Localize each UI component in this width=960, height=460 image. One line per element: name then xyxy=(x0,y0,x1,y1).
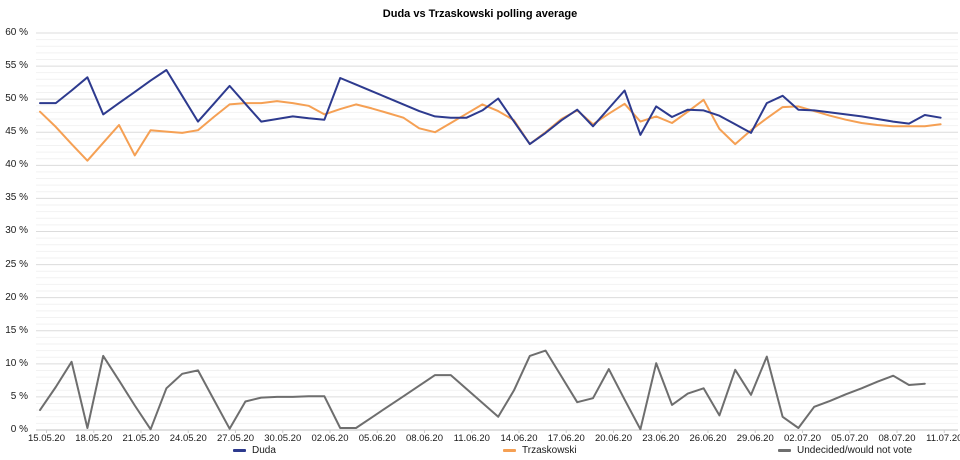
y-axis-label: 10 % xyxy=(5,357,28,369)
x-axis-label: 23.06.20 xyxy=(642,433,680,444)
x-axis-label: 11.06.20 xyxy=(453,433,490,444)
y-axis-label: 15 % xyxy=(5,324,28,336)
x-axis-label: 08.06.20 xyxy=(406,433,443,444)
y-axis-label: 25 % xyxy=(5,258,28,270)
x-axis-label: 21.05.20 xyxy=(122,433,160,444)
y-axis-label: 50 % xyxy=(5,93,28,105)
legend-item-undecided-would-not-vote: Undecided/would not vote xyxy=(778,445,912,456)
series-line-undecided-would-not-vote xyxy=(39,349,926,431)
legend-dash-icon xyxy=(233,449,246,452)
x-axis-label: 14.06.20 xyxy=(500,433,538,444)
legend-item-trzaskowski: Trzaskowski xyxy=(503,445,577,456)
x-axis-label: 15.05.20 xyxy=(28,433,65,444)
legend-label: Undecided/would not vote xyxy=(797,445,913,456)
legend-item-duda: Duda xyxy=(233,445,276,456)
x-axis-label: 08.07.20 xyxy=(878,433,916,444)
x-axis-label: 24.05.20 xyxy=(169,433,207,444)
y-axis-label: 5 % xyxy=(10,390,28,402)
y-axis-label: 60 % xyxy=(5,26,28,38)
y-axis-label: 40 % xyxy=(5,159,28,171)
x-axis-label: 05.06.20 xyxy=(358,433,396,444)
legend-dash-icon xyxy=(503,449,516,452)
x-axis-label: 20.06.20 xyxy=(595,433,632,444)
legend-label: Trzaskowski xyxy=(522,445,577,456)
legend-label: Duda xyxy=(252,445,276,456)
y-axis-label: 20 % xyxy=(5,291,28,303)
series-line-duda xyxy=(39,69,942,146)
series-line-trzaskowski xyxy=(39,98,942,162)
x-axis-label: 11.07.20 xyxy=(926,433,960,444)
legend-dash-icon xyxy=(778,449,791,452)
x-axis-label: 02.06.20 xyxy=(311,433,349,444)
y-axis-label: 55 % xyxy=(5,60,28,72)
x-axis-label: 30.05.20 xyxy=(264,433,302,444)
x-axis-label: 17.06.20 xyxy=(547,433,585,444)
x-axis-label: 18.05.20 xyxy=(75,433,113,444)
x-axis-label: 27.05.20 xyxy=(217,433,254,444)
chart-title: Duda vs Trzaskowski polling average xyxy=(382,8,578,20)
y-axis-label: 30 % xyxy=(5,225,28,237)
y-axis-label: 35 % xyxy=(5,192,28,204)
x-axis-label: 29.06.20 xyxy=(736,433,774,444)
x-axis-label: 26.06.20 xyxy=(689,433,727,444)
x-axis-label: 05.07.20 xyxy=(831,433,869,444)
chart-legend: Duda Trzaskowski Undecided/would not vote xyxy=(0,445,960,459)
y-axis-label: 45 % xyxy=(5,126,28,138)
x-axis-label: 02.07.20 xyxy=(784,433,821,444)
y-axis-label: 0 % xyxy=(10,424,28,435)
